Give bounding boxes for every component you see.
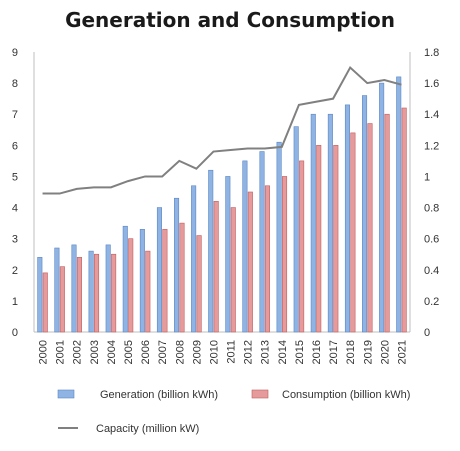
x-tick-label: 2010: [208, 340, 220, 364]
bar-consumption: [94, 253, 100, 333]
y-left-tick-label: 9: [12, 47, 18, 59]
x-tick-label: 2012: [243, 340, 255, 364]
x-tick-label: 2008: [174, 340, 186, 364]
bar-generation: [379, 82, 385, 333]
bar-generation: [122, 225, 128, 333]
y-right-tick-label: 1: [424, 171, 430, 183]
bar-consumption: [299, 160, 305, 333]
x-tick-label: 2019: [362, 340, 374, 364]
y-left-tick-label: 7: [12, 109, 18, 121]
bar-generation: [139, 229, 145, 333]
y-left-tick-label: 1: [12, 296, 18, 308]
bar-generation: [156, 207, 162, 333]
legend-label-consumption: Consumption (billion kWh): [282, 389, 410, 401]
bar-consumption: [213, 201, 219, 333]
x-tick-label: 2005: [123, 340, 135, 364]
chart-title: Generation and Consumption: [65, 8, 395, 32]
y-right-tick-label: 0.6: [424, 234, 439, 246]
y-left-tick-label: 8: [12, 78, 18, 90]
bar-consumption: [76, 257, 82, 333]
y-left-tick-label: 2: [12, 265, 18, 277]
y-left-tick-label: 5: [12, 171, 18, 183]
x-tick-label: 2004: [106, 340, 118, 364]
bar-generation: [293, 126, 299, 333]
legend-label-capacity: Capacity (million kW): [96, 423, 199, 435]
x-tick-label: 2015: [294, 340, 306, 364]
bar-consumption: [316, 145, 322, 333]
bar-consumption: [350, 132, 356, 333]
x-tick-label: 2017: [328, 340, 340, 364]
bar-generation: [310, 113, 316, 333]
y-right-tick-label: 1.4: [424, 109, 439, 121]
bar-generation: [225, 176, 231, 333]
x-tick-label: 2000: [38, 340, 50, 364]
x-tick-label: 2011: [226, 340, 238, 364]
x-tick-label: 2009: [191, 340, 203, 364]
y-left-tick-label: 3: [12, 234, 18, 246]
bar-consumption: [367, 123, 373, 333]
bar-generation: [71, 244, 77, 333]
x-tick-label: 2006: [140, 340, 152, 364]
bar-generation: [242, 160, 248, 333]
capacity-line: [42, 65, 402, 195]
y-left-tick-label: 6: [12, 140, 18, 152]
y-right-tick-label: 1.6: [424, 78, 439, 90]
bar-consumption: [162, 229, 168, 333]
y-right-tick-label: 0.8: [424, 203, 439, 215]
bar-consumption: [145, 250, 151, 333]
x-tick-label: 2001: [55, 340, 67, 364]
bar-consumption: [333, 145, 339, 333]
bar-consumption: [264, 185, 270, 333]
bar-generation: [396, 76, 402, 333]
bar-generation: [344, 104, 350, 333]
bar-consumption: [247, 191, 253, 333]
x-tick-label: 2002: [72, 340, 84, 364]
bar-consumption: [196, 235, 202, 333]
bar-consumption: [111, 253, 117, 333]
bar-generation: [259, 151, 265, 333]
bar-generation: [208, 169, 214, 333]
bar-generation: [54, 247, 60, 333]
bar-generation: [105, 244, 111, 333]
bar-consumption: [42, 272, 48, 333]
x-tick-label: 2018: [345, 340, 357, 364]
y-right-tick-label: 0: [424, 327, 430, 339]
legend-label-generation: Generation (billion kWh): [100, 389, 218, 401]
bar-generation: [88, 250, 94, 333]
bar-generation: [174, 197, 180, 333]
bar-consumption: [128, 238, 134, 333]
bar-generation: [276, 141, 282, 333]
legend-swatch-generation: [57, 389, 75, 399]
legend-swatch-consumption: [251, 389, 269, 399]
y-left-tick-label: 0: [12, 327, 18, 339]
x-tick-label: 2020: [379, 340, 391, 364]
y-left-tick-label: 4: [12, 203, 18, 215]
y-right-tick-label: 0.4: [424, 265, 439, 277]
bar-consumption: [179, 222, 185, 333]
y-right-tick-label: 1.8: [424, 47, 439, 59]
bar-generation: [327, 113, 333, 333]
x-tick-label: 2013: [260, 340, 272, 364]
y-right-tick-label: 1.2: [424, 140, 439, 152]
y-right-tick-label: 0.2: [424, 296, 439, 308]
bar-consumption: [230, 207, 236, 333]
bar-generation: [37, 257, 43, 333]
x-tick-label: 2003: [89, 340, 101, 364]
bar-consumption: [384, 113, 390, 333]
bar-consumption: [401, 107, 407, 333]
bar-generation: [191, 185, 197, 333]
x-tick-label: 2007: [157, 340, 169, 364]
x-tick-label: 2014: [277, 340, 289, 364]
bar-generation: [362, 95, 368, 333]
bar-consumption: [282, 176, 288, 333]
x-tick-label: 2016: [311, 340, 323, 364]
x-tick-label: 2021: [396, 340, 408, 364]
bar-consumption: [59, 266, 65, 333]
